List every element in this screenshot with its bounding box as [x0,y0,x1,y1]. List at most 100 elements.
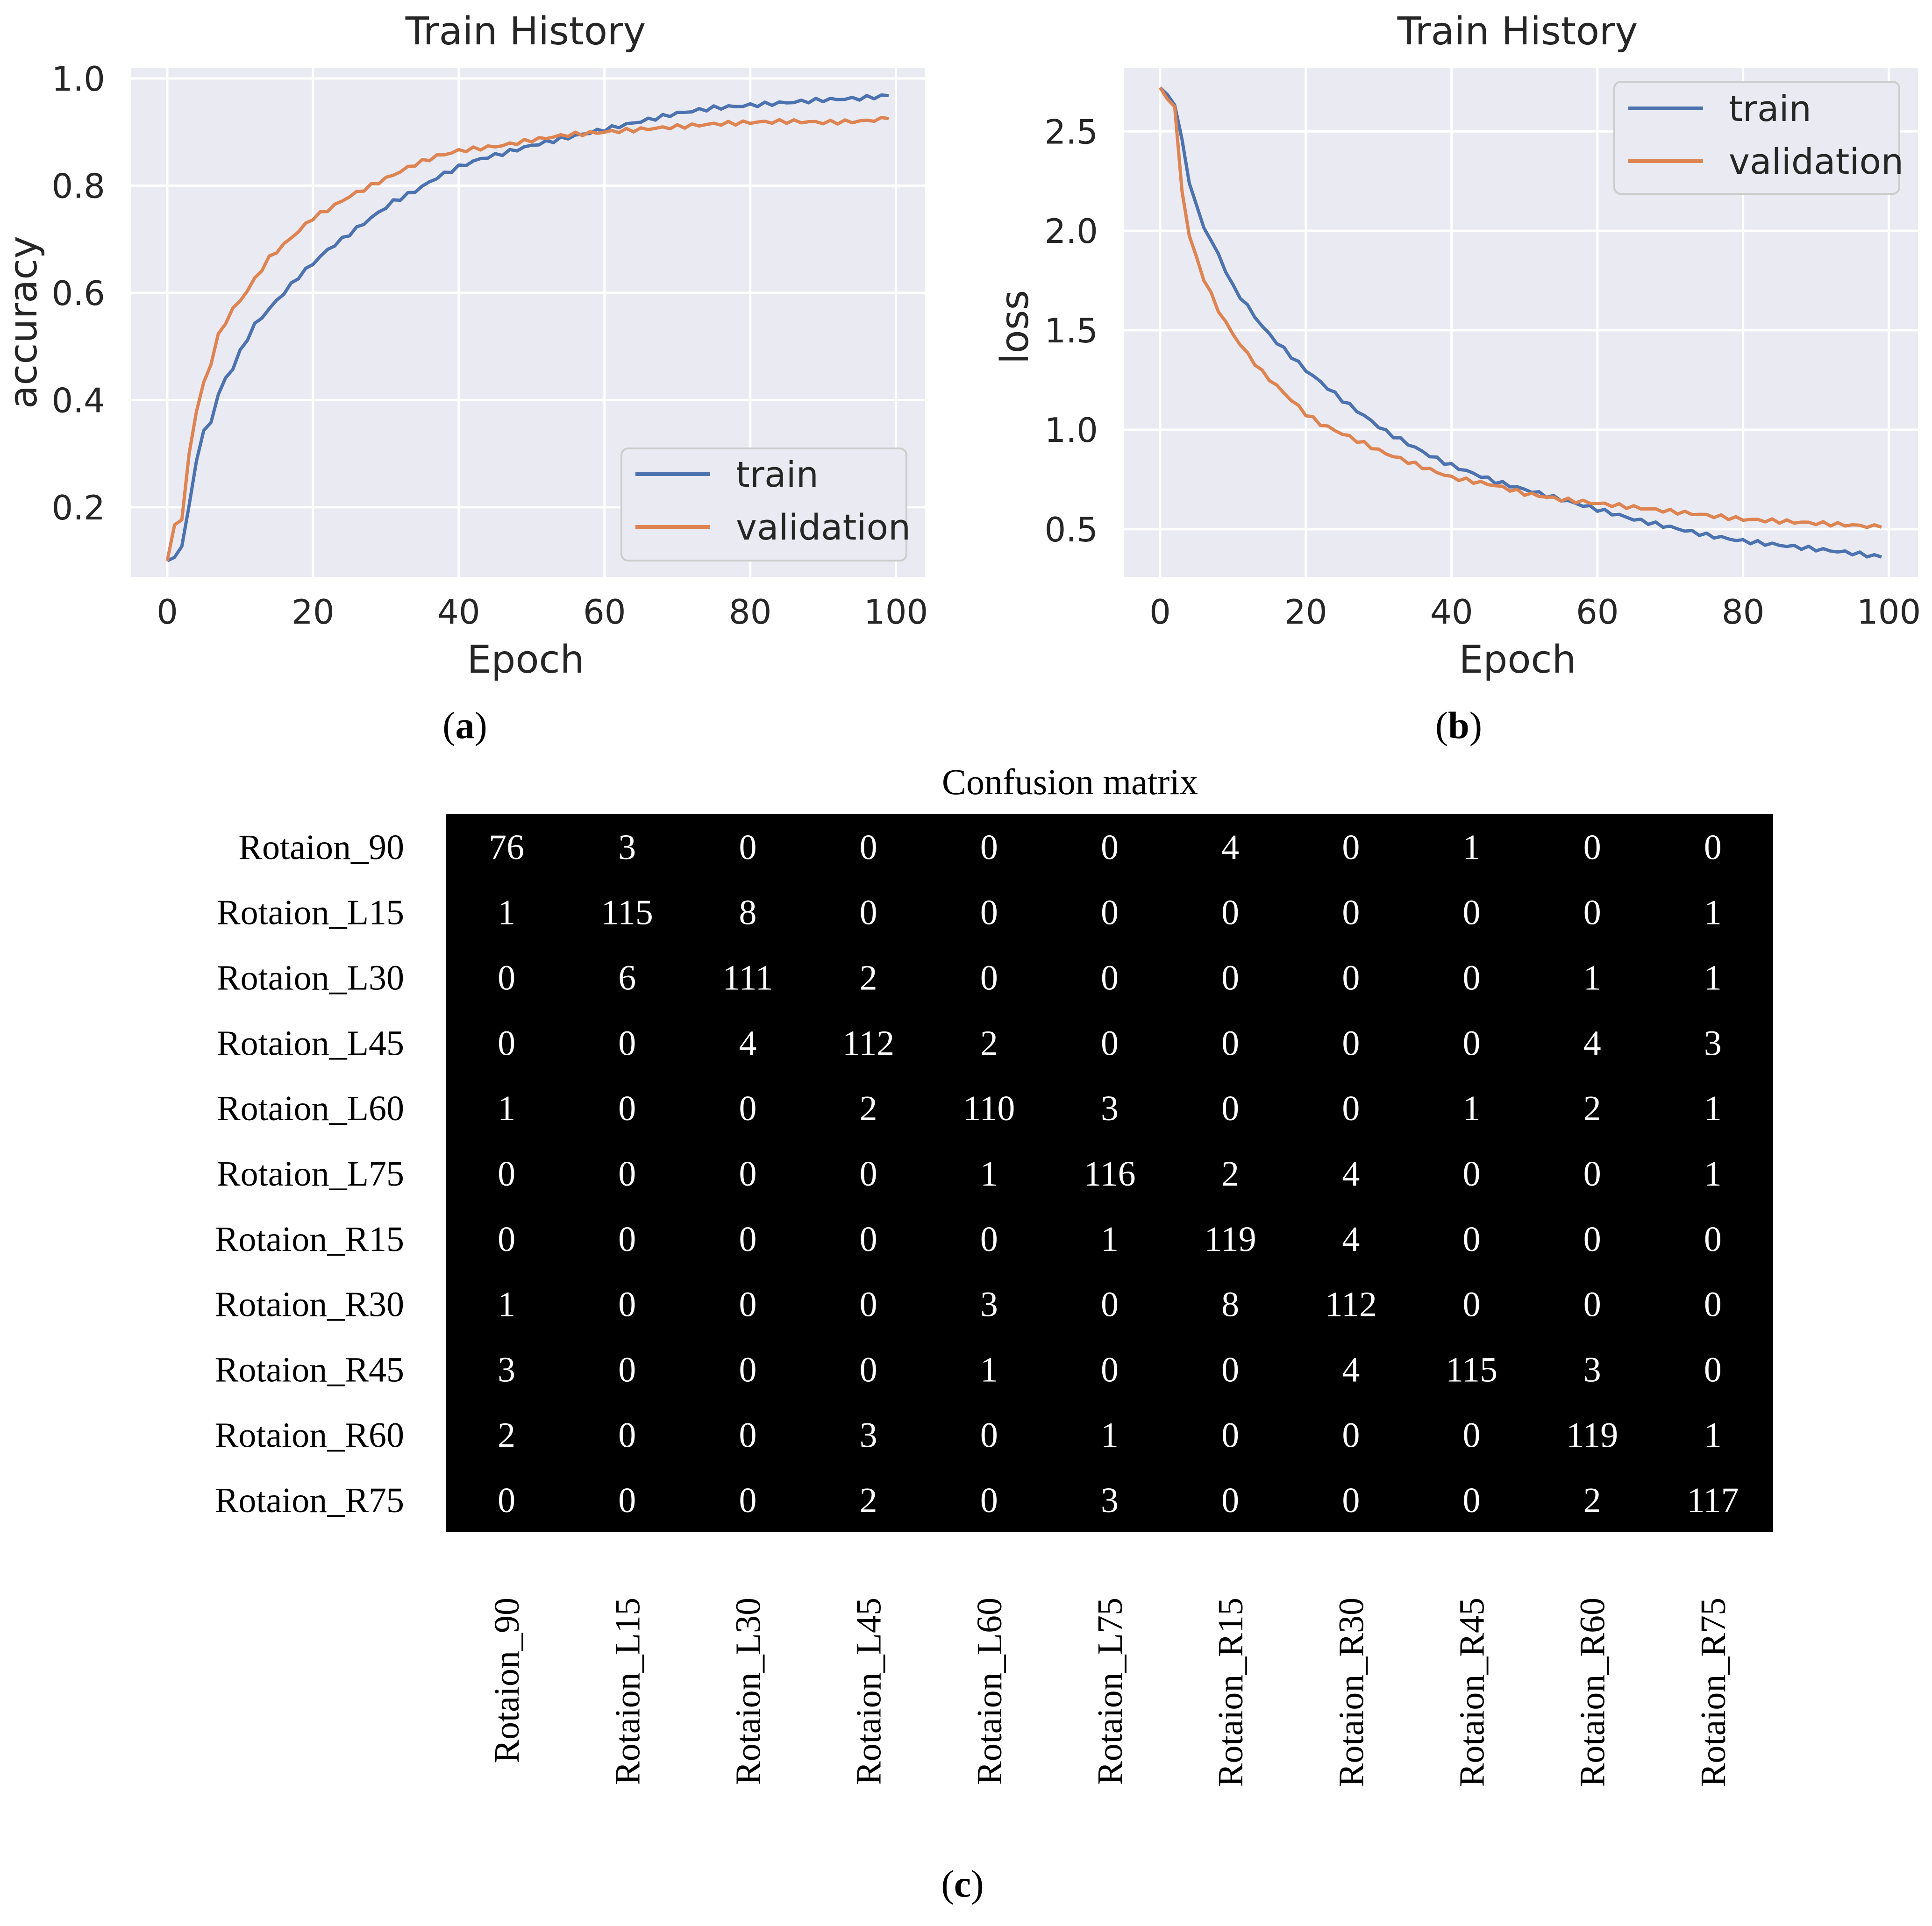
matrix-cell: 0 [1342,1089,1360,1128]
matrix-cell: 0 [860,893,877,932]
loss-x-tick-label: 60 [1576,592,1619,632]
matrix-cell: 1 [1101,1415,1119,1455]
accuracy-y-tick-label: 0.8 [51,166,105,206]
matrix-cell: 0 [1583,1220,1601,1259]
matrix-cell: 0 [1221,959,1239,998]
accuracy-legend-box [620,448,907,561]
matrix-cell: 2 [1221,1154,1239,1194]
matrix-cell: 4 [1342,1154,1360,1194]
matrix-cell: 0 [498,1481,515,1520]
loss-x-tick-label: 40 [1430,592,1473,632]
matrix-row-label: Rotaion_R15 [215,1220,404,1259]
matrix-cell: 4 [739,1023,756,1063]
matrix-cell: 1 [1704,959,1722,998]
matrix-cell: 0 [1704,1285,1722,1324]
matrix-cell: 0 [1221,1023,1239,1063]
matrix-cell: 0 [739,1154,756,1194]
matrix-cell: 4 [1221,828,1239,867]
matrix-cell: 2 [498,1415,515,1455]
accuracy-x-tick-label: 80 [729,592,772,632]
matrix-cell: 0 [1704,1350,1722,1389]
matrix-cell: 1 [1704,1089,1722,1128]
matrix-cell: 2 [1583,1481,1601,1520]
matrix-cell: 0 [1463,893,1481,932]
matrix-cell: 115 [1446,1350,1497,1389]
matrix-cell: 0 [739,1285,756,1324]
loss-tick-labels: 0 20 40 60 80 100 0.5 1.0 1.5 2.0 2.5 [1044,112,1921,632]
matrix-cell: 0 [1583,893,1601,932]
accuracy-series-train [166,93,889,562]
matrix-cell: 1 [498,1089,515,1128]
panel-label-a-letter: a [456,704,475,746]
matrix-column-label: Rotaion_L15 [608,1598,647,1785]
matrix-cell: 0 [1101,893,1119,932]
matrix-cell: 0 [1704,828,1722,867]
matrix-cell: 0 [618,1023,636,1063]
matrix-cell: 0 [1583,828,1601,867]
matrix-cell: 0 [618,1350,636,1389]
matrix-cell: 0 [739,1220,756,1259]
accuracy-y-tick-label: 1.0 [51,59,105,99]
matrix-cell: 0 [739,1415,756,1455]
accuracy-x-tick-label: 0 [157,592,178,632]
matrix-cell: 1 [1583,959,1601,998]
matrix-cell: 0 [618,1220,636,1259]
matrix-row-label: Rotaion_R60 [215,1415,404,1455]
panel-label-b-letter: b [1448,704,1469,746]
matrix-cell: 110 [963,1089,1015,1128]
matrix-row-label: Rotaion_R45 [215,1350,404,1389]
matrix-cell: 0 [739,828,756,867]
matrix-cell: 1 [1463,1089,1481,1128]
matrix-cell: 76 [489,828,524,867]
matrix-cell: 1 [498,1285,515,1324]
loss-x-tick-label: 0 [1149,592,1171,632]
accuracy-y-tick-label: 0.6 [51,274,105,313]
matrix-cell: 0 [1221,1481,1239,1520]
matrix-cell: 1 [1704,1154,1722,1194]
accuracy-chart-title: Train History [405,9,646,54]
loss-series-train [1159,86,1882,559]
matrix-row-label: Rotaion_L60 [217,1089,404,1128]
matrix-cell: 0 [1463,1415,1481,1455]
matrix-cell: 0 [1342,893,1360,932]
matrix-cell: 0 [739,1481,756,1520]
matrix-cell: 0 [1101,1350,1119,1389]
matrix-row-label: Rotaion_90 [238,828,404,867]
matrix-cell: 0 [1221,893,1239,932]
matrix-cell: 116 [1084,1154,1135,1194]
matrix-cell: 4 [1342,1220,1360,1259]
accuracy-legend: train validation [620,448,911,561]
matrix-row-label: Rotaion_R75 [215,1481,404,1520]
matrix-cell: 0 [618,1089,636,1128]
matrix-cell: 0 [1221,1415,1239,1455]
matrix-cell: 0 [498,1154,515,1194]
matrix-cell: 0 [618,1481,636,1520]
accuracy-y-tick-label: 0.2 [51,488,105,527]
loss-chart: Train History 0 20 40 60 80 100 0.5 1.0 1.5 2.0 2.… [993,9,1921,746]
matrix-cell: 0 [1221,1089,1239,1128]
matrix-cell: 0 [980,1415,998,1455]
confusion-matrix-background [446,814,1773,1532]
loss-y-tick-label: 1.5 [1044,311,1098,350]
panel-label-c: (c) [941,1862,984,1905]
matrix-column-label: Rotaion_L75 [1091,1598,1130,1785]
matrix-column-label: Rotaion_R45 [1453,1598,1492,1787]
loss-y-tick-label: 0.5 [1044,510,1098,549]
matrix-cell: 0 [860,1285,877,1324]
accuracy-series-validation [165,116,889,561]
matrix-cell: 0 [980,1481,998,1520]
loss-series-lines [1159,86,1882,559]
matrix-cell: 3 [1101,1481,1119,1520]
matrix-cell: 0 [860,1220,877,1259]
matrix-cell: 0 [1463,1220,1481,1259]
panel-label-c-letter: c [954,1862,971,1905]
matrix-cell: 111 [722,959,773,998]
loss-x-tick-label: 80 [1722,592,1765,632]
matrix-column-label: Rotaion_L60 [970,1598,1009,1785]
matrix-cell: 0 [980,959,998,998]
accuracy-y-tick-label: 0.4 [51,381,105,420]
loss-series-validation [1159,86,1882,529]
matrix-cell: 0 [1342,1415,1360,1455]
accuracy-grid [131,68,925,577]
